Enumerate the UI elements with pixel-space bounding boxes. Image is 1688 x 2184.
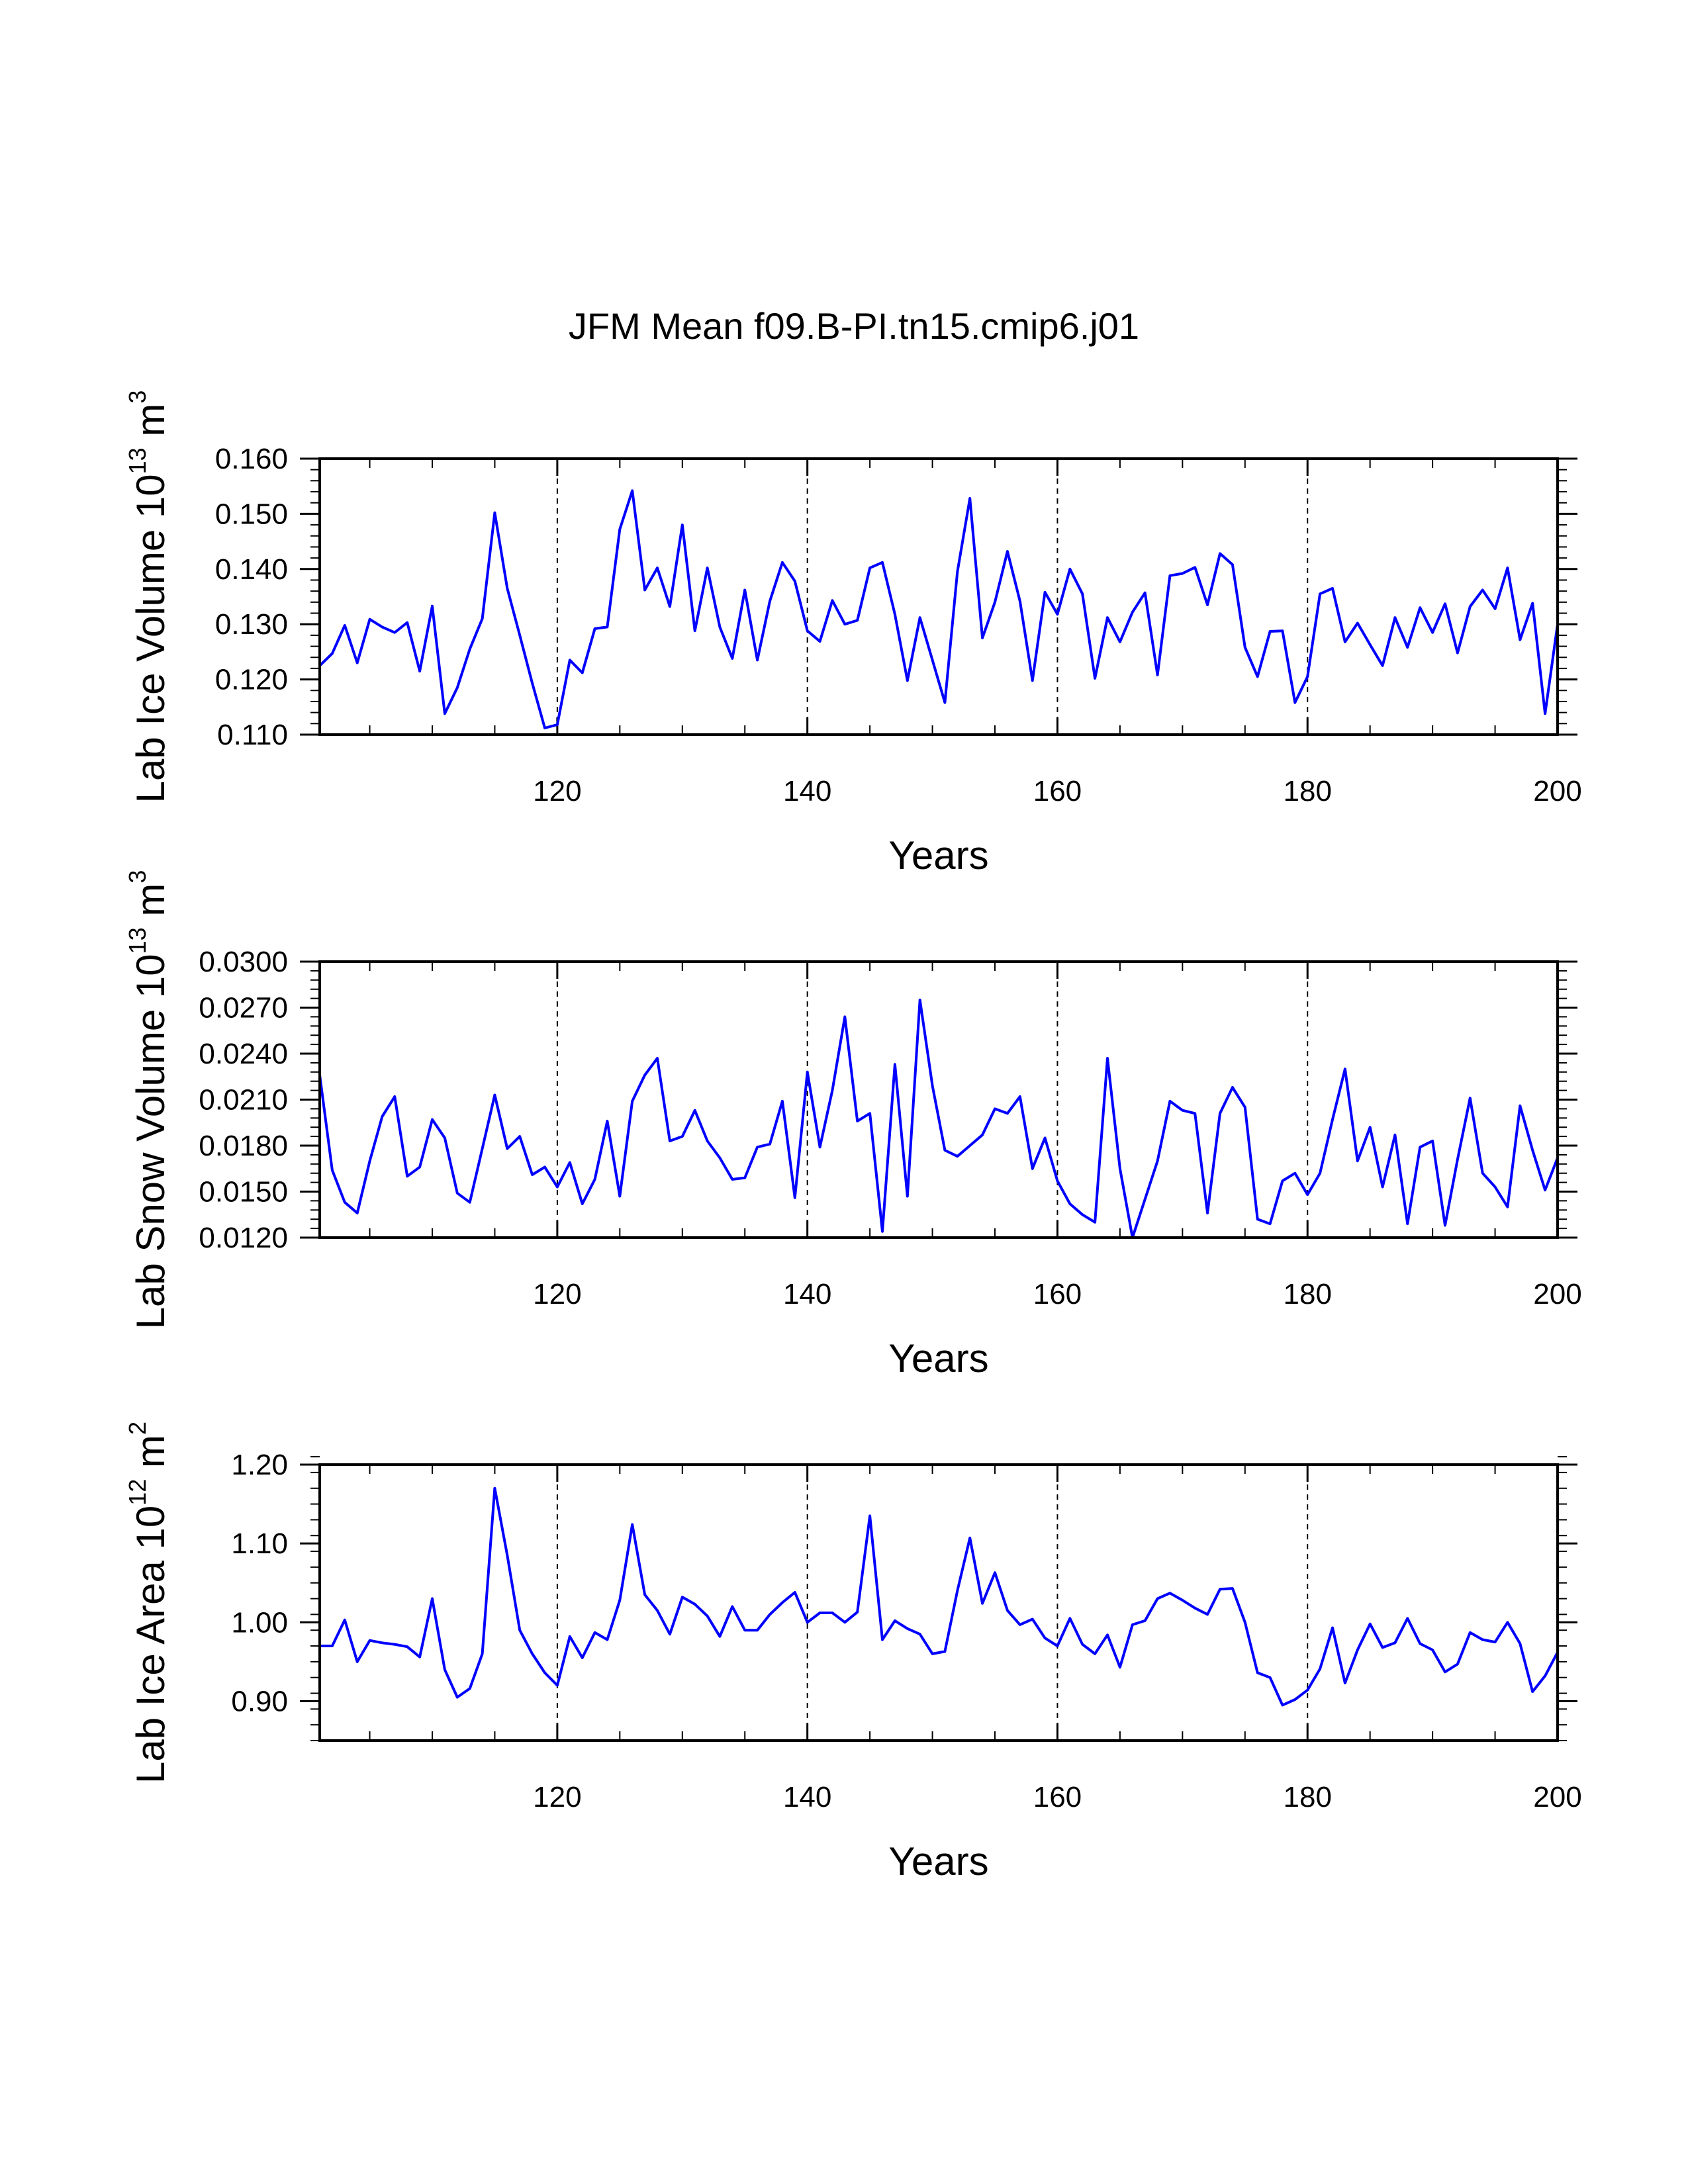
chart-panel-2: 120 140 160 180 200 0.0120 0.0150 0.0180 0.0210 0… [124, 870, 1582, 1381]
x-axis-title: Years [888, 1839, 988, 1884]
y-axis-title-unit-exponent: 3 [124, 870, 151, 884]
y-tick-label: 0.130 [215, 608, 288, 641]
x-tick-label: 180 [1284, 775, 1332, 807]
x-tick-label: 160 [1033, 1278, 1082, 1310]
x-axis-title: Years [888, 833, 988, 878]
y-tick-label: 1.20 [231, 1449, 288, 1481]
y-axis-title-exponent: 13 [124, 927, 151, 954]
y-tick-label: 0.110 [217, 719, 288, 751]
y-tick-label: 0.0150 [199, 1176, 288, 1208]
x-axis-title: Years [888, 1336, 988, 1381]
y-tick-label: 0.0300 [199, 946, 288, 978]
y-tick-label: 0.120 [215, 664, 288, 696]
chart-title: JFM Mean f09.B-PI.tn15.cmip6.j01 [569, 305, 1139, 347]
y-tick-label: 0.0240 [199, 1038, 288, 1070]
y-tick-label: 0.140 [215, 553, 288, 586]
series-line [318, 998, 1559, 1239]
x-tick-label: 120 [533, 1278, 581, 1310]
plot-frame [318, 457, 1559, 736]
series-line [318, 489, 1559, 729]
y-tick-label: 0.150 [215, 498, 288, 530]
y-tick-label: 0.0120 [199, 1222, 288, 1254]
x-tick-label: 120 [533, 1781, 581, 1813]
x-tick-label: 140 [783, 1278, 831, 1310]
y-axis-title-main: Lab Ice Volume 10 [128, 474, 173, 803]
chart-panels: 120 140 160 180 200 0.110 0.120 0.130 0.140 0.150… [124, 390, 1582, 1884]
y-axis-title: Lab Ice Volume 1013 m3 [124, 390, 173, 803]
y-axis-title-main: Lab Ice Area 10 [128, 1506, 173, 1784]
y-axis-title-exponent: 13 [124, 447, 151, 474]
y-axis-title-unit-exponent: 2 [124, 1422, 151, 1435]
y-tick-label: 1.00 [231, 1606, 288, 1639]
y-axis-title-unit: m [128, 1435, 173, 1479]
x-tick-label: 180 [1284, 1781, 1332, 1813]
plot-frame [318, 960, 1559, 1239]
y-tick-label: 0.0210 [199, 1084, 288, 1116]
y-tick-label: 0.90 [231, 1685, 288, 1717]
y-axis-title-exponent: 12 [124, 1479, 151, 1506]
x-tick-label: 200 [1533, 775, 1581, 807]
y-axis-title: Lab Snow Volume 1013 m3 [124, 870, 173, 1330]
y-axis-title-main: Lab Snow Volume 10 [128, 954, 173, 1329]
x-tick-label: 200 [1533, 1781, 1581, 1813]
x-tick-label: 200 [1533, 1278, 1581, 1310]
chart-panel-3: 120 140 160 180 200 0.90 1.00 1.10 1.20 Years Lab … [124, 1422, 1582, 1884]
plot-frame [318, 1463, 1559, 1742]
x-tick-label: 140 [783, 1781, 831, 1813]
y-axis-title-unit-exponent: 3 [124, 390, 151, 404]
x-tick-label: 140 [783, 775, 831, 807]
y-tick-label: 1.10 [231, 1527, 288, 1560]
y-axis-title: Lab Ice Area 1012 m2 [124, 1422, 173, 1784]
x-tick-label: 160 [1033, 775, 1082, 807]
y-tick-label: 0.0270 [199, 992, 288, 1024]
x-tick-label: 120 [533, 775, 581, 807]
y-axis-title-unit: m [128, 884, 173, 928]
chart-panel-1: 120 140 160 180 200 0.110 0.120 0.130 0.140 0.150… [124, 390, 1582, 878]
y-axis-title-unit: m [128, 404, 173, 448]
y-tick-label: 0.0180 [199, 1130, 288, 1162]
x-tick-label: 160 [1033, 1781, 1082, 1813]
series-line [320, 1486, 1559, 1707]
y-tick-label: 0.160 [215, 443, 288, 475]
x-tick-label: 180 [1284, 1278, 1332, 1310]
